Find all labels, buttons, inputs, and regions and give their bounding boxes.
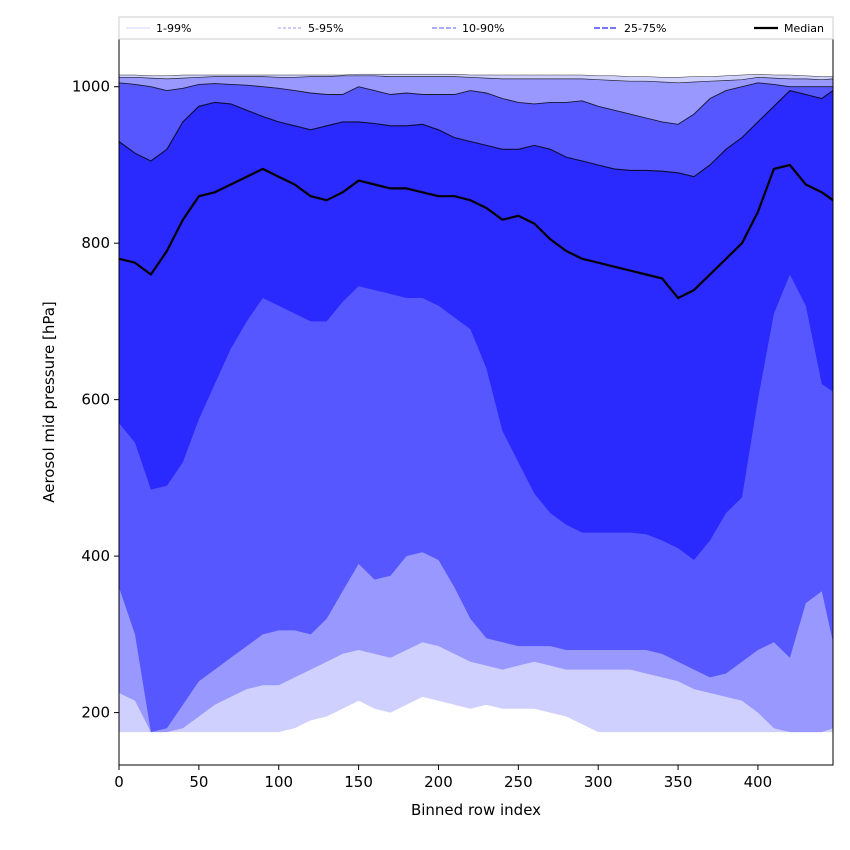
x-tick-label: 100 <box>264 773 293 791</box>
x-tick-label: 250 <box>504 773 533 791</box>
legend-label: 25-75% <box>624 22 666 35</box>
legend-label: 5-95% <box>308 22 343 35</box>
x-tick-label: 300 <box>584 773 613 791</box>
band-25-75% <box>119 90 833 560</box>
legend-label: 1-99% <box>156 22 191 35</box>
y-tick-label: 200 <box>81 704 110 722</box>
legend-label: 10-90% <box>462 22 504 35</box>
y-tick-label: 600 <box>81 391 110 409</box>
y-tick-label: 800 <box>81 234 110 252</box>
band-upper-edge-1-99% <box>119 73 833 78</box>
legend-box <box>118 16 834 40</box>
x-tick-label: 0 <box>114 773 124 791</box>
median-group <box>118 163 834 300</box>
band-upper-edge-10-90% <box>118 82 833 125</box>
y-axis-label: Aerosol mid pressure [hPa] <box>40 301 58 503</box>
legend-label: Median <box>784 22 824 35</box>
x-tick-label: 400 <box>744 773 773 791</box>
x-tick-label: 350 <box>664 773 693 791</box>
band-upper-edge-25-75% <box>118 89 834 178</box>
legend: 1-99% 5-95% 10-90% 25-75% Median <box>118 16 834 40</box>
y-axis: 200 400 600 800 1000 <box>72 78 119 722</box>
x-tick-label: 50 <box>189 773 208 791</box>
y-tick-label: 400 <box>81 547 110 565</box>
series-median-line <box>118 163 834 300</box>
y-tick-label: 1000 <box>72 78 110 96</box>
x-axis-label: Binned row index <box>411 801 541 819</box>
band-group <box>119 74 833 733</box>
x-tick-label: 150 <box>344 773 373 791</box>
band-edge-group <box>118 73 834 178</box>
x-axis: 0 50 100 150 200 250 300 350 400 <box>114 765 772 791</box>
x-tick-label: 200 <box>424 773 453 791</box>
band-upper-edge-5-95% <box>119 75 834 84</box>
